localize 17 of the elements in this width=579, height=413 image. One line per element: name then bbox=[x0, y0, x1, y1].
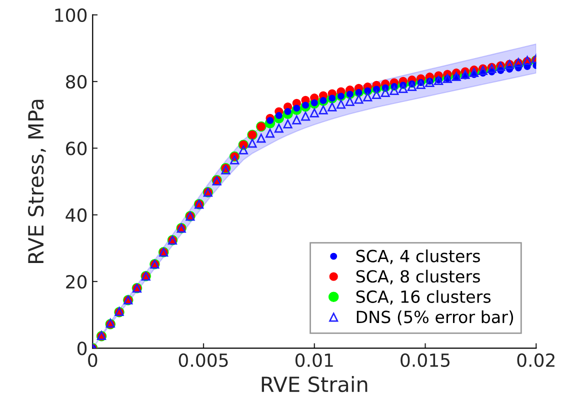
x-tick-label: 0.015 bbox=[400, 353, 450, 367]
y-tick-label: 20 bbox=[66, 274, 87, 289]
x-tick-label: 0.01 bbox=[295, 353, 333, 367]
y-tick-label: 40 bbox=[66, 208, 87, 222]
x-tick-label: 0.02 bbox=[517, 353, 554, 367]
legend-label: SCA, 16 clusters bbox=[356, 290, 491, 305]
y-tick-label: 60 bbox=[66, 142, 87, 156]
legend-label: SCA, 4 clusters bbox=[356, 249, 480, 264]
y-tick-label: 100 bbox=[55, 8, 87, 22]
x-tick-label: 0.005 bbox=[178, 353, 228, 367]
x-tick-label: 0 bbox=[88, 353, 98, 367]
y-axis-title: RVE Stress, MPa bbox=[28, 100, 46, 263]
legend-label: SCA, 8 clusters bbox=[356, 270, 480, 284]
y-tick-label: 0 bbox=[77, 342, 87, 356]
legend-label: DNS (5% error bar) bbox=[356, 310, 514, 326]
y-tick-label: 80 bbox=[66, 74, 87, 89]
x-axis-title: RVE Strain bbox=[262, 376, 368, 392]
